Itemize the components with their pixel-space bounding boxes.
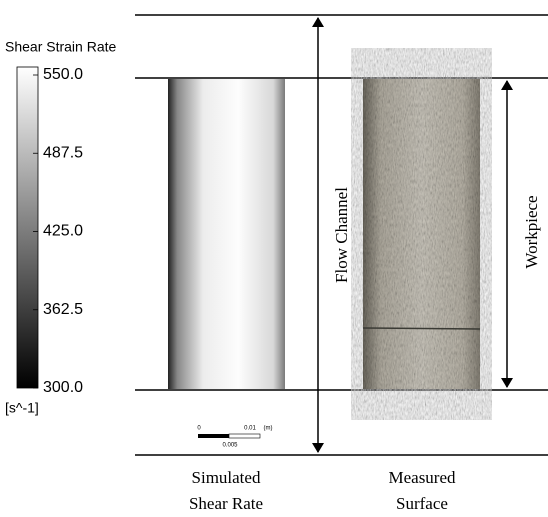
tick-label: 300.0 [43, 379, 83, 396]
scale-end: 0.01 [244, 426, 256, 432]
scale-start: 0 [197, 426, 201, 432]
surface-mark [362, 327, 481, 330]
flow-channel-label: Flow Channel [332, 187, 351, 283]
scale-unit: (m) [264, 426, 273, 432]
colorbar-title: Shear Strain Rate [5, 39, 116, 55]
caption: Measured [388, 468, 456, 487]
tick-label: 362.5 [43, 301, 83, 318]
caption: Shear Rate [189, 494, 263, 513]
colorbar-unit: [s^-1] [5, 400, 39, 416]
reference-lines [135, 14, 548, 456]
workpiece-label: Workpiece [522, 195, 541, 268]
scale-bar: 0 0.01 (m) 0.005 [197, 426, 272, 449]
tick-label: 487.5 [43, 144, 83, 161]
caption: Simulated [192, 468, 261, 487]
scale-mid: 0.005 [222, 443, 238, 449]
caption: Surface [396, 494, 448, 513]
tick-label: 550.0 [43, 66, 83, 83]
measured-image [363, 79, 480, 389]
colorbar [16, 66, 39, 389]
simulated-image [168, 79, 285, 389]
tick-label: 425.0 [43, 223, 83, 240]
